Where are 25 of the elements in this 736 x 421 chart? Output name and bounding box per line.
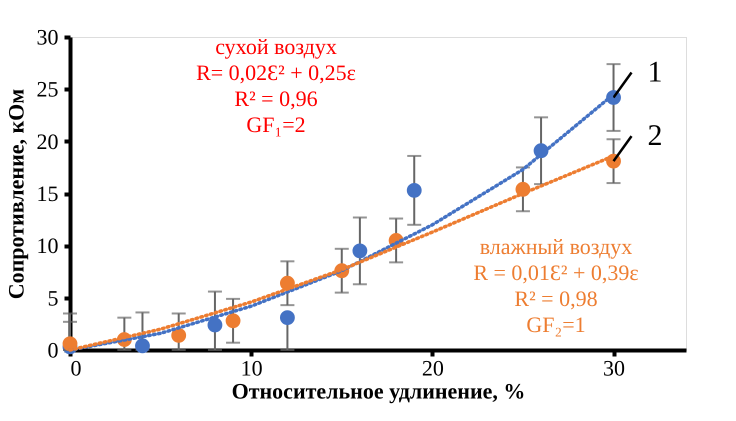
point (226, 313, 240, 328)
y-tick-label: 25 (36, 76, 58, 102)
y-axis-title: Сопротивление, кОм (4, 88, 28, 300)
series-label: 2 (648, 119, 663, 152)
y-tick-label: 30 (36, 24, 58, 50)
y-tick-label: 10 (36, 233, 58, 258)
x-axis-title: Относительное удлинение, % (232, 378, 526, 404)
point (406, 182, 422, 198)
y-tick-label: 0 (48, 338, 58, 362)
point (352, 243, 368, 258)
y-tick-label: 20 (36, 128, 58, 154)
point (171, 328, 186, 343)
x-tick-label: 20 (422, 356, 444, 380)
point (280, 310, 295, 326)
x-tick-label: 10 (240, 356, 263, 380)
x-tick-label: 0 (70, 356, 82, 380)
annotation: сухой воздух R= 0,02Ɛ² + 0,25ε R² = 0,96 GF₁=2 (196, 34, 356, 137)
point (62, 336, 78, 352)
annotation: влажный воздух R = 0,01Ɛ² + 0,39ε R² = 0,98 GF₂=1 (473, 234, 639, 337)
x-tick-label: 30 (603, 356, 626, 380)
point (208, 318, 222, 332)
y-tick-label: 5 (48, 285, 58, 310)
y-tick-label: 15 (36, 181, 58, 206)
point (135, 338, 150, 354)
series-label: 1 (648, 56, 663, 89)
